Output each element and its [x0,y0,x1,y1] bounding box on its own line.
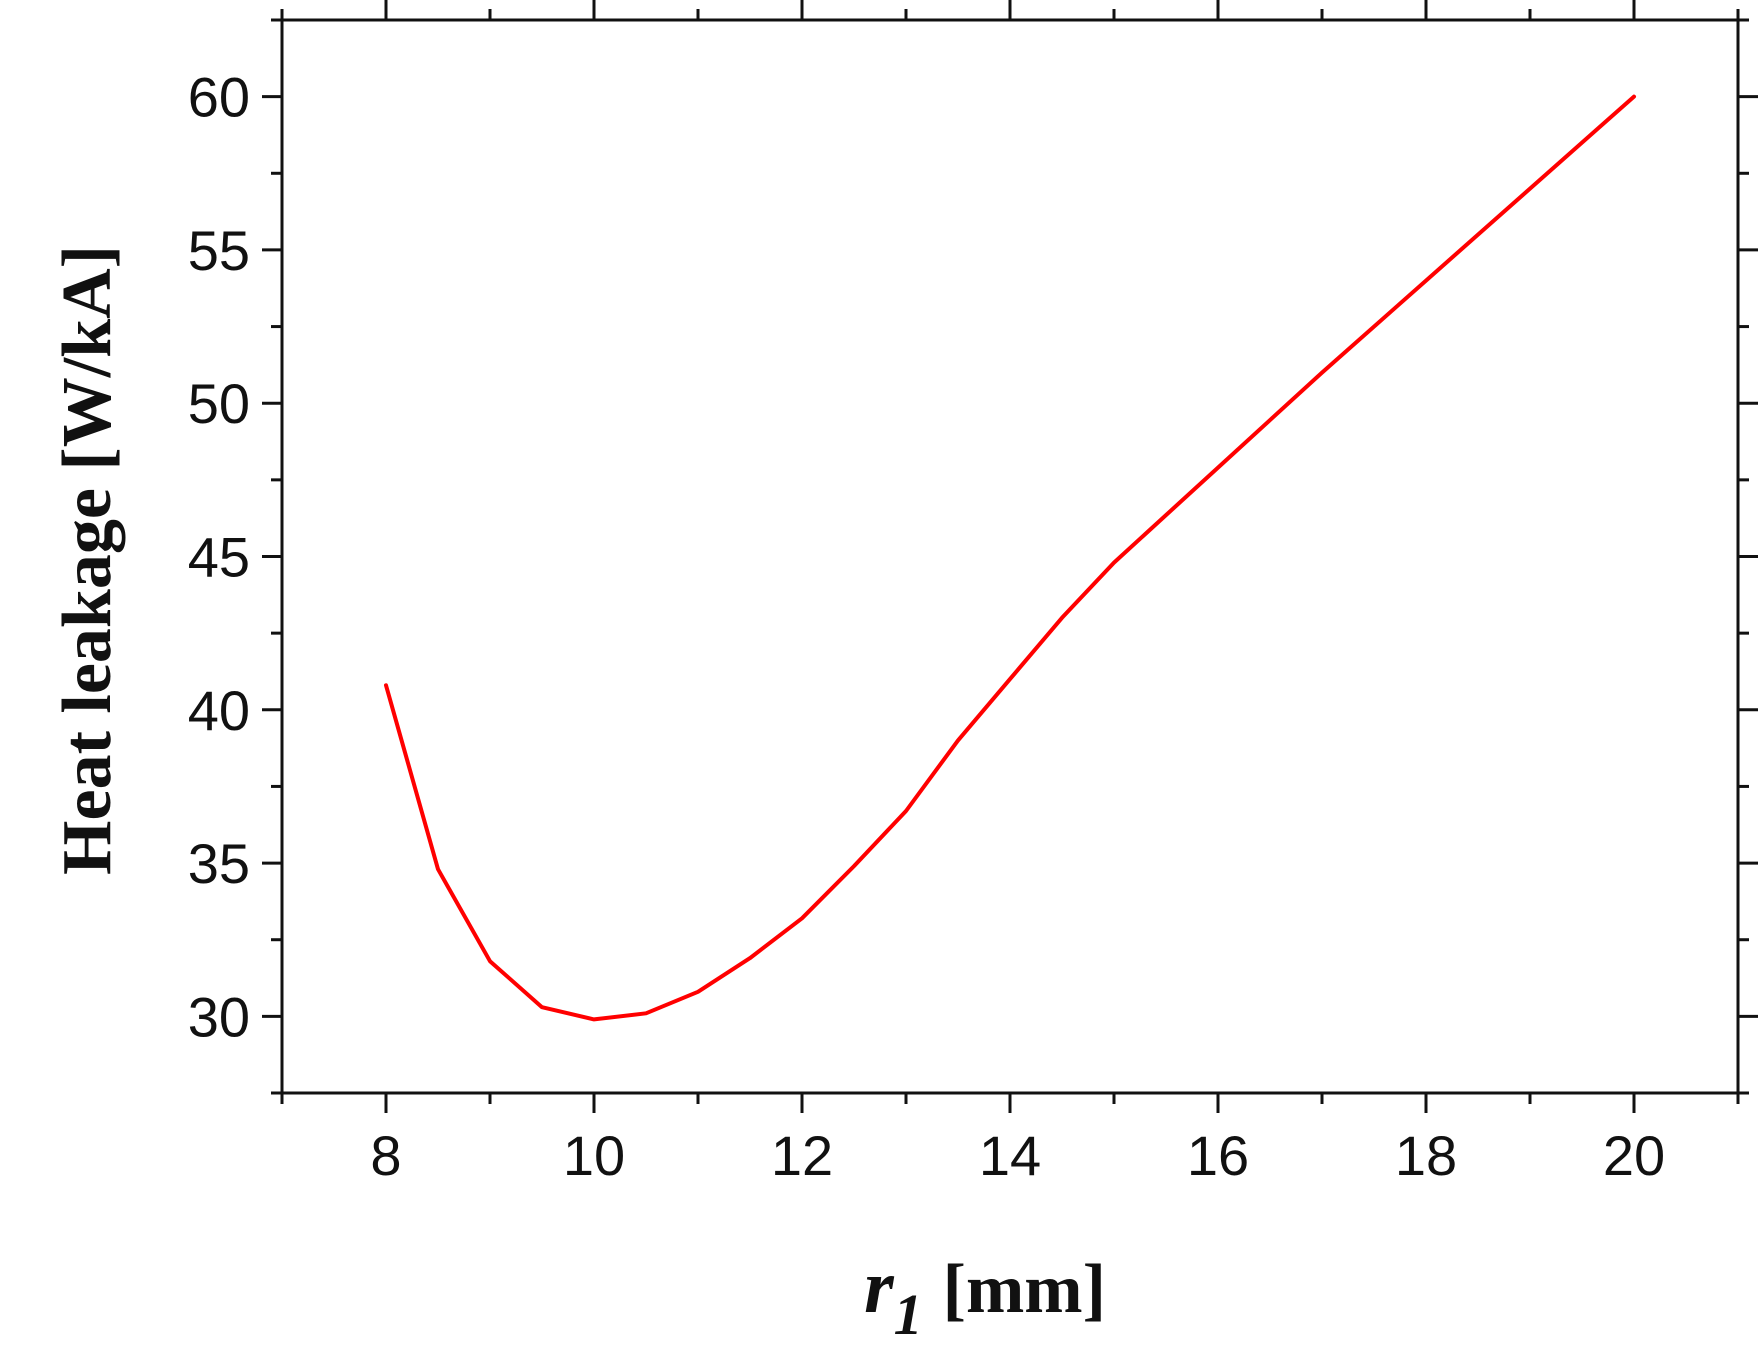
x-axis-label-variable: r [864,1245,895,1329]
y-tick-label: 30 [188,985,250,1048]
tick-labels: 8 10 12 14 16 18 20 30 35 40 45 50 55 60 [188,66,1665,1187]
x-axis-label: r1 [mm] [864,1245,1106,1347]
ticks [262,0,1758,1113]
x-tick-label: 20 [1603,1124,1665,1187]
x-tick-label: 16 [1187,1124,1249,1187]
x-tick-label: 10 [563,1124,625,1187]
x-tick-label: 14 [979,1124,1041,1187]
y-tick-label: 45 [188,526,250,589]
y-tick-label: 55 [188,219,250,282]
x-axis-label-unit: [mm] [943,1251,1106,1328]
y-tick-label: 60 [188,66,250,129]
y-tick-label: 40 [188,679,250,742]
x-axis-label-subscript: 1 [894,1282,923,1347]
series-line [384,94,1636,1022]
y-axis-label: Heat leakage [W/kA] [49,245,126,875]
y-tick-label: 50 [188,372,250,435]
series-layer [384,94,1636,1022]
x-tick-label: 8 [370,1124,401,1187]
y-tick-label: 35 [188,832,250,895]
x-tick-label: 12 [771,1124,833,1187]
x-tick-label: 18 [1395,1124,1457,1187]
axes [280,18,1740,1095]
plot-frame [280,18,1740,1095]
